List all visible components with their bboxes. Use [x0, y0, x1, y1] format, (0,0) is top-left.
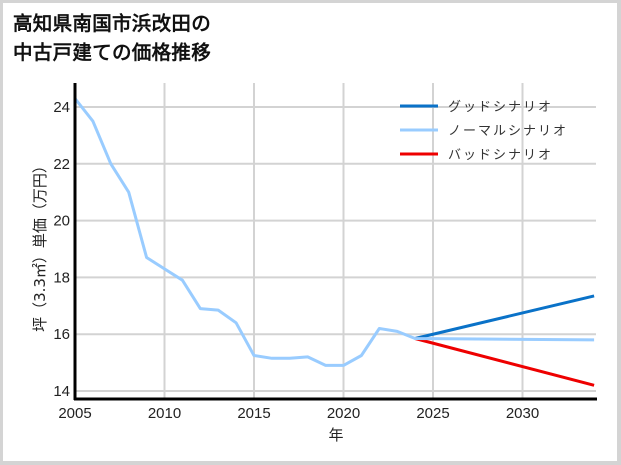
series-lines [73, 97, 595, 387]
x-tick-label: 2020 [327, 405, 360, 422]
x-tick-label: 2025 [416, 405, 449, 422]
gridlines [75, 83, 596, 398]
chart-title: 高知県南国市浜改田の 中古戸建ての価格推移 [13, 9, 211, 67]
y-tick-label: 16 [53, 326, 70, 343]
chart-title-line1: 高知県南国市浜改田の [13, 12, 212, 35]
series-line-good [414, 294, 595, 340]
x-tick-labels: 2005 2010 2015 2020 2025 2030 [58, 405, 539, 422]
y-tick-labels: 14 16 18 20 22 24 [53, 99, 70, 400]
x-tick-label: 2010 [148, 405, 181, 422]
x-axis-label: 年 [328, 426, 343, 444]
x-tick-label: 2005 [58, 405, 91, 422]
y-tick-label: 22 [53, 156, 70, 173]
y-tick-label: 24 [53, 99, 70, 116]
y-tick-label: 14 [53, 383, 70, 400]
legend: グッドシナリオ ノーマルシナリオ バッドシナリオ [400, 100, 568, 163]
legend-label-good: グッドシナリオ [448, 100, 553, 115]
x-tick-label: 2030 [506, 405, 539, 422]
legend-label-normal: ノーマルシナリオ [448, 124, 568, 139]
series-line-bad [414, 337, 595, 387]
chart-title-line2: 中古戸建ての価格推移 [13, 41, 212, 64]
series-line-normal [73, 97, 595, 367]
legend-label-bad: バッドシナリオ [448, 148, 553, 163]
y-tick-label: 18 [53, 269, 70, 286]
y-tick-label: 20 [53, 213, 70, 230]
x-tick-label: 2015 [237, 405, 270, 422]
y-axis-label: 坪（3.3㎡）単価（万円） [31, 158, 49, 332]
